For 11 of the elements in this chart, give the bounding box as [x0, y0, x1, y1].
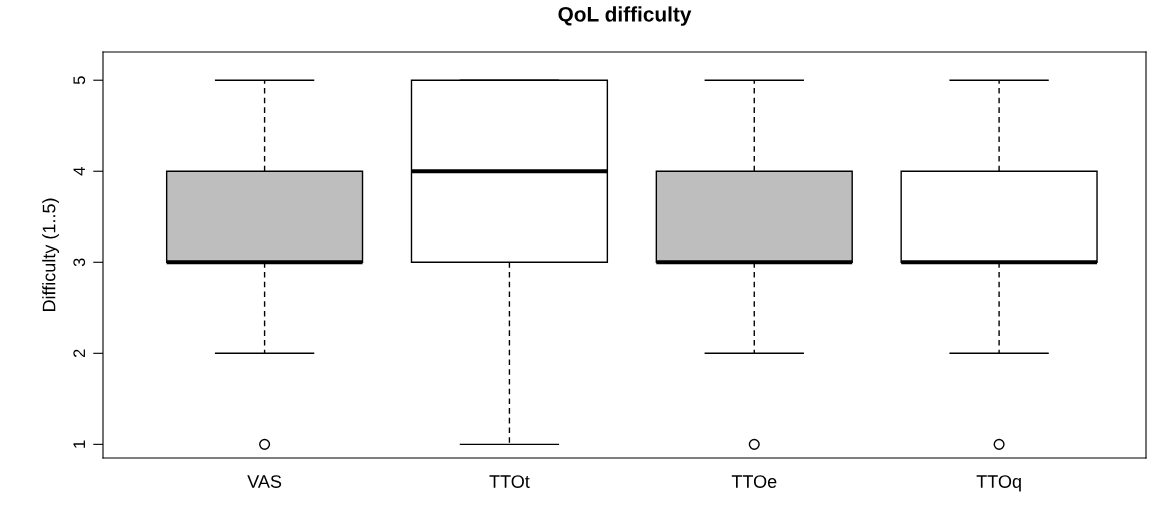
y-tick-label: 4 [73, 167, 85, 176]
chart-title: QoL difficulty [558, 6, 692, 26]
x-tick-label: TTOt [489, 475, 530, 488]
y-axis-title: Difficulty (1..5) [42, 198, 59, 312]
y-tick-label: 5 [73, 76, 86, 85]
x-tick-label: VAS [247, 475, 282, 488]
x-tick-label: TTOe [731, 475, 777, 488]
y-tick-label: 3 [73, 258, 86, 267]
y-tick-label: 1 [73, 440, 85, 448]
y-tick-label: 2 [73, 349, 85, 358]
x-tick-label: TTOq [976, 475, 1021, 492]
